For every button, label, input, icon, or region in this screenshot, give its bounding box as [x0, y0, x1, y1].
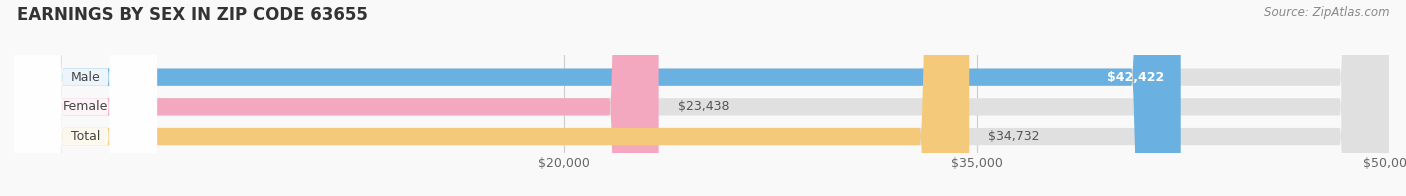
Text: $42,422: $42,422 — [1107, 71, 1164, 84]
Text: $34,732: $34,732 — [988, 130, 1040, 143]
Text: EARNINGS BY SEX IN ZIP CODE 63655: EARNINGS BY SEX IN ZIP CODE 63655 — [17, 6, 368, 24]
Text: Total: Total — [70, 130, 100, 143]
FancyBboxPatch shape — [14, 0, 157, 196]
FancyBboxPatch shape — [14, 0, 157, 196]
FancyBboxPatch shape — [14, 0, 658, 196]
Text: Source: ZipAtlas.com: Source: ZipAtlas.com — [1264, 6, 1389, 19]
Text: Female: Female — [63, 100, 108, 113]
FancyBboxPatch shape — [14, 0, 1389, 196]
FancyBboxPatch shape — [14, 0, 157, 196]
FancyBboxPatch shape — [14, 0, 1389, 196]
FancyBboxPatch shape — [14, 0, 1181, 196]
Text: $23,438: $23,438 — [678, 100, 730, 113]
FancyBboxPatch shape — [14, 0, 969, 196]
FancyBboxPatch shape — [14, 0, 1389, 196]
Text: Male: Male — [70, 71, 100, 84]
